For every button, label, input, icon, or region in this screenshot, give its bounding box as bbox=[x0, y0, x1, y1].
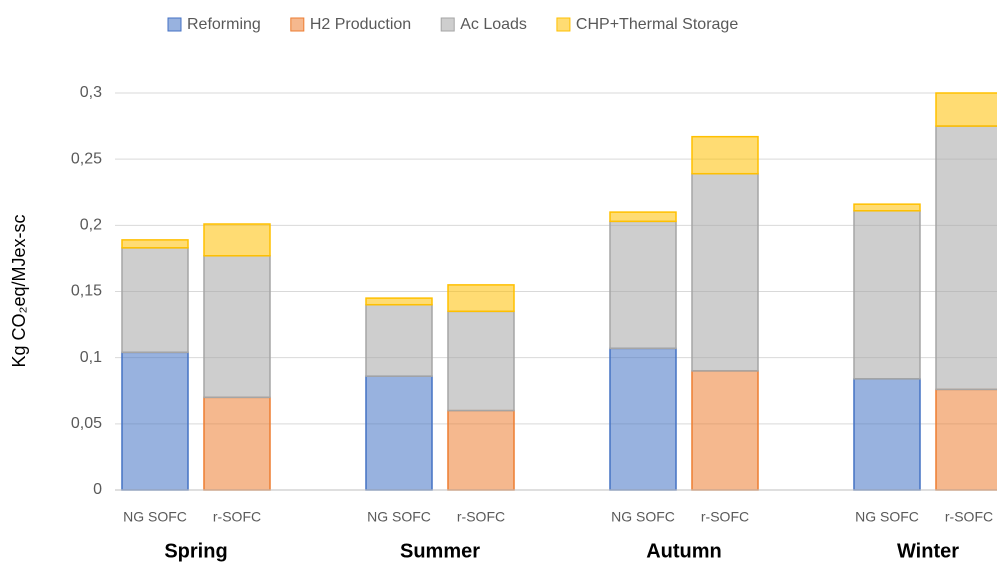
bar-segment bbox=[853, 203, 921, 212]
bar-segment bbox=[121, 239, 189, 249]
y-tick-label: 0,05 bbox=[71, 415, 102, 432]
x-tick-label: NG SOFC bbox=[611, 509, 675, 525]
bar-segment bbox=[691, 135, 759, 175]
bar-segment bbox=[203, 223, 271, 257]
bar-segment bbox=[365, 297, 433, 306]
legend-swatch bbox=[556, 17, 571, 32]
bar-segment bbox=[609, 211, 677, 223]
legend-label: Reforming bbox=[187, 16, 261, 33]
bar-segment bbox=[365, 375, 433, 491]
legend-swatch bbox=[290, 17, 305, 32]
bar-segment bbox=[691, 370, 759, 491]
y-tick-label: 0,15 bbox=[71, 283, 102, 300]
bar-segment bbox=[203, 255, 271, 399]
y-tick-label: 0 bbox=[93, 481, 102, 498]
group-label: Summer bbox=[400, 540, 480, 562]
group-label: Winter bbox=[897, 540, 959, 562]
bar-segment bbox=[447, 284, 515, 313]
bar-segment bbox=[609, 220, 677, 350]
bar-segment bbox=[609, 347, 677, 491]
bar-segment bbox=[935, 388, 997, 491]
bar-segment bbox=[853, 210, 921, 380]
x-tick-label: r-SOFC bbox=[945, 509, 993, 525]
legend-swatch bbox=[440, 17, 455, 32]
x-tick-label: NG SOFC bbox=[367, 509, 431, 525]
bar-segment bbox=[853, 378, 921, 491]
bar-segment bbox=[691, 172, 759, 372]
legend-swatch bbox=[167, 17, 182, 32]
legend-label: Ac Loads bbox=[460, 16, 527, 33]
x-tick-label: r-SOFC bbox=[213, 509, 261, 525]
bar-segment bbox=[365, 303, 433, 377]
bar-segment bbox=[935, 92, 997, 127]
bar-segment bbox=[203, 396, 271, 491]
group-label: Spring bbox=[164, 540, 227, 562]
y-tick-label: 0,2 bbox=[80, 217, 102, 234]
y-tick-label: 0,1 bbox=[80, 349, 102, 366]
legend-label: CHP+Thermal Storage bbox=[576, 16, 738, 33]
y-tick-label: 0,3 bbox=[80, 84, 102, 101]
x-tick-label: NG SOFC bbox=[855, 509, 919, 525]
legend-label: H2 Production bbox=[310, 16, 411, 33]
x-tick-label: r-SOFC bbox=[701, 509, 749, 525]
bar-segment bbox=[447, 409, 515, 491]
y-tick-label: 0,25 bbox=[71, 150, 102, 167]
bar-segment bbox=[121, 351, 189, 491]
y-axis-label: Kg CO₂eq/MJex-sc bbox=[9, 214, 29, 367]
x-tick-label: r-SOFC bbox=[457, 509, 505, 525]
bar-segment bbox=[121, 247, 189, 354]
bar-segment bbox=[447, 310, 515, 412]
group-label: Autumn bbox=[646, 540, 722, 562]
bar-segment bbox=[935, 125, 997, 391]
x-tick-label: NG SOFC bbox=[123, 509, 187, 525]
